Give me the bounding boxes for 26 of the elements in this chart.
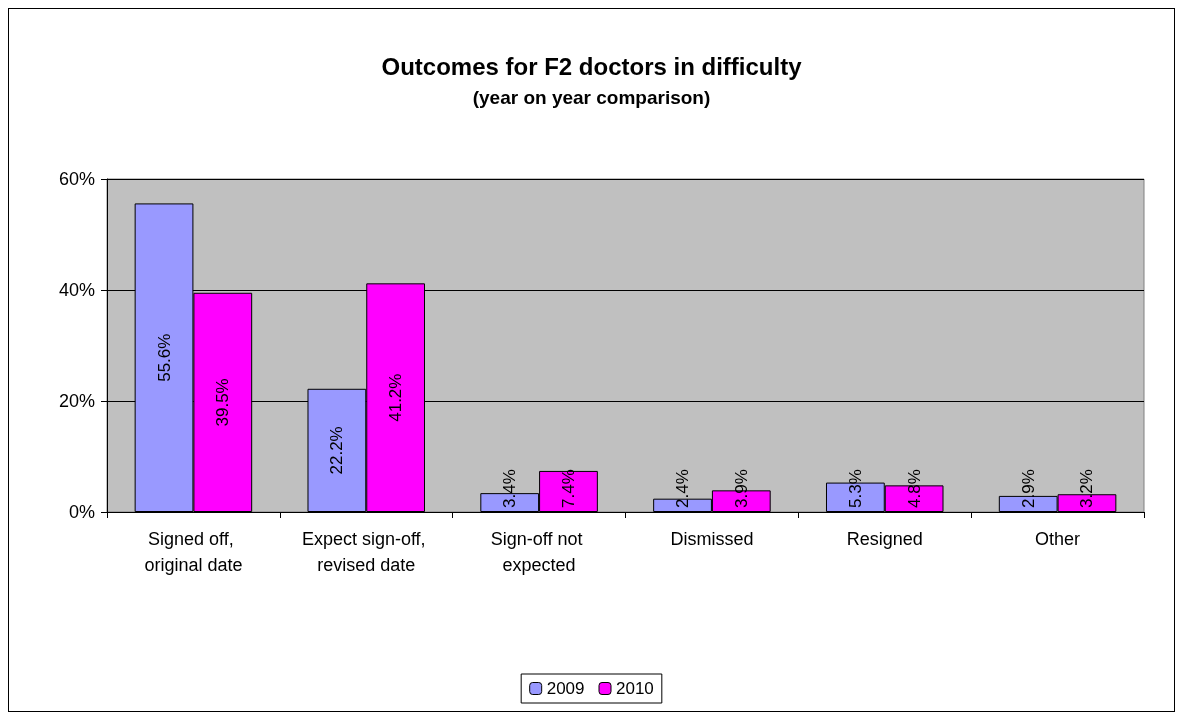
- legend-label: 2009: [546, 679, 585, 698]
- data-label: 3.4%: [500, 469, 520, 508]
- data-label: 55.6%: [154, 333, 174, 382]
- chart-subtitle: (year on year comparison): [472, 87, 711, 108]
- x-tick-label: Dismissed: [670, 529, 754, 549]
- data-label: 41.2%: [386, 373, 406, 422]
- data-label: 7.4%: [558, 469, 578, 508]
- x-tick-label: Signed off, original date: [144, 529, 243, 575]
- data-label: 5.3%: [845, 469, 865, 508]
- data-label: 3.9%: [731, 469, 751, 508]
- x-tick-label: Expect sign-off, revised date: [301, 529, 431, 575]
- y-tick-label: 0%: [68, 502, 95, 522]
- x-tick-label: Resigned: [846, 529, 923, 549]
- data-label: 3.2%: [1077, 469, 1097, 508]
- x-tick-label: Sign-off not expected: [490, 529, 588, 575]
- data-label: 39.5%: [213, 378, 233, 427]
- y-tick-label: 60%: [58, 169, 95, 189]
- data-label: 22.2%: [327, 426, 347, 475]
- data-label: 2.4%: [673, 469, 693, 508]
- data-label: 4.8%: [904, 469, 924, 508]
- y-tick-label: 40%: [58, 280, 95, 300]
- y-tick-label: 20%: [58, 391, 95, 411]
- legend-label: 2010: [616, 679, 654, 698]
- x-tick-label: Other: [1035, 529, 1081, 549]
- data-label: 2.9%: [1018, 469, 1038, 508]
- chart-title: Outcomes for F2 doctors in difficulty: [381, 52, 803, 80]
